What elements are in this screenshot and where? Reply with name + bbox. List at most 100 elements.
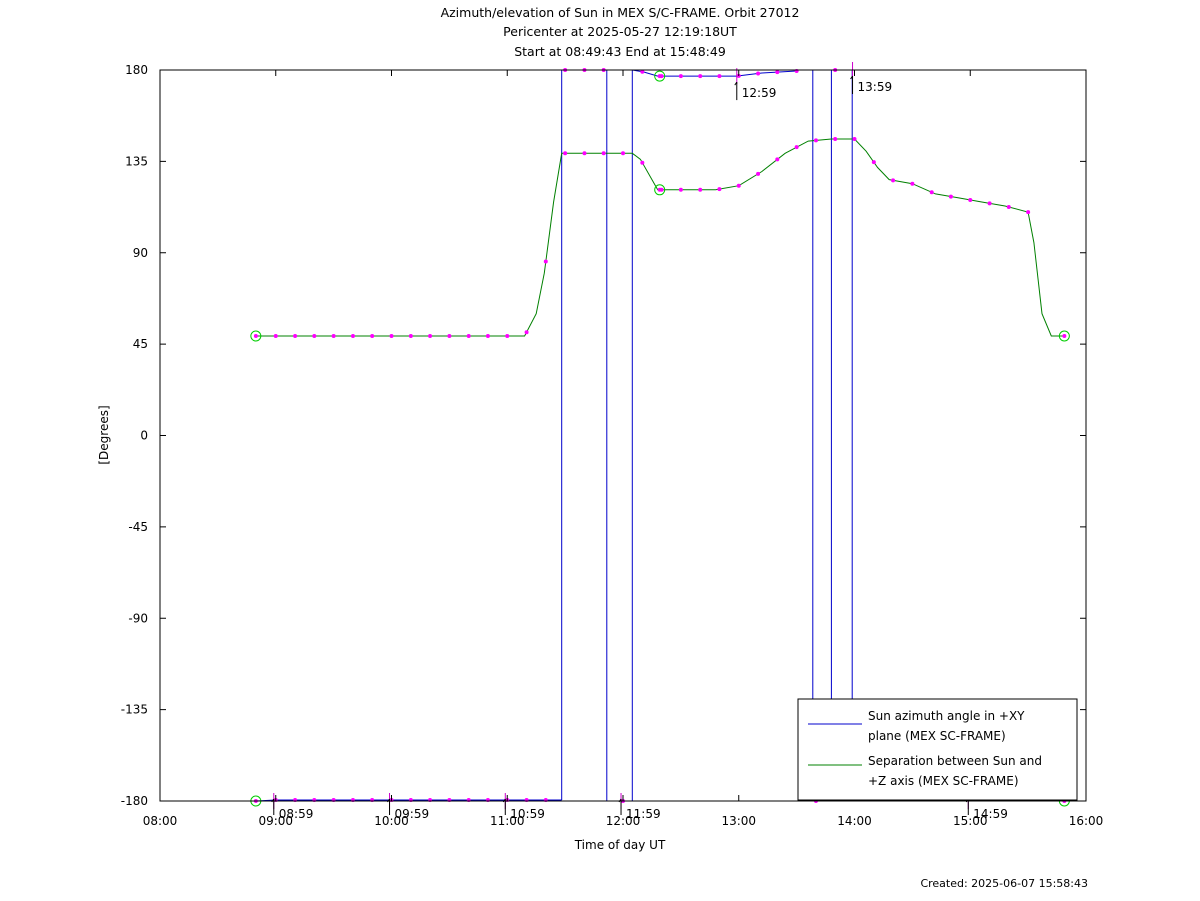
x-tick-label: 16:00 <box>1069 814 1104 828</box>
legend-label-azimuth-2: plane (MEX SC-FRAME) <box>868 729 1006 743</box>
separation-sample-marker <box>621 151 625 156</box>
separation-sample-marker <box>466 334 471 339</box>
separation-sample-marker <box>698 187 703 192</box>
legend: Sun azimuth angle in +XY plane (MEX SC-F… <box>797 698 1078 801</box>
y-tick-label: -180 <box>121 794 148 808</box>
legend-box <box>797 698 1078 801</box>
separation-sample-marker <box>813 138 818 143</box>
title-line-1: Azimuth/elevation of Sun in MEX S/C-FRAM… <box>441 5 800 20</box>
event-center-dot <box>253 334 258 339</box>
hour-annotation-label: 13:59 <box>858 80 893 94</box>
title-line-3: Start at 08:49:43 End at 15:48:49 <box>514 44 726 59</box>
hour-annotation-label: 10:59 <box>510 807 545 821</box>
separation-sample-marker <box>736 183 741 188</box>
event-center-dot <box>1062 334 1067 339</box>
marker-layer <box>250 62 1070 809</box>
x-tick-label: 10:00 <box>374 814 409 828</box>
separation-sample-marker <box>1006 205 1011 210</box>
y-tick-label: -90 <box>128 611 148 625</box>
y-tick-label: -45 <box>128 520 148 534</box>
x-tick-label: 13:00 <box>721 814 756 828</box>
separation-sample-marker <box>543 259 548 264</box>
series-layer <box>255 69 1063 802</box>
annotation-layer: 08:59 09:59 10:59 11:59 12:59 13:59 14:59 <box>271 75 1008 821</box>
separation-sample-marker <box>852 137 857 142</box>
event-circle-marker <box>250 330 262 342</box>
separation-sample-marker <box>312 334 317 339</box>
event-circle-marker <box>654 70 666 82</box>
separation-sample-marker <box>389 334 394 339</box>
chart-title: Azimuth/elevation of Sun in MEX S/C-FRAM… <box>441 5 800 59</box>
event-center-dot <box>657 74 662 79</box>
separation-sample-marker <box>524 330 529 335</box>
separation-sample-marker <box>293 334 298 339</box>
y-tick-label: 135 <box>125 154 148 168</box>
legend-label-separation-2: +Z axis (MEX SC-FRAME) <box>868 774 1019 788</box>
axis-layer: 08:00 09:00 10:00 11:00 12:00 13:00 14:00 15:00… <box>121 63 1104 828</box>
separation-sample-marker <box>582 151 587 156</box>
x-tick-label: 15:00 <box>953 814 988 828</box>
separation-sample-marker <box>408 334 413 339</box>
separation-sample-marker <box>756 171 761 176</box>
separation-sample-marker <box>428 334 433 339</box>
legend-label-azimuth-1: Sun azimuth angle in +XY <box>868 709 1025 723</box>
separation-sample-marker <box>794 145 799 150</box>
separation-sample-marker <box>273 334 278 339</box>
separation-sample-marker <box>678 187 683 192</box>
y-tick-label: -135 <box>121 703 148 717</box>
title-line-2: Pericenter at 2025-05-27 12:19:18UT <box>503 24 737 39</box>
separation-sample-marker <box>948 194 953 199</box>
azimuth-sample-marker <box>640 69 645 74</box>
separation-sample-marker <box>350 334 355 339</box>
y-axis-label: [Degrees] <box>97 405 111 464</box>
hour-annotation-label: 14:59 <box>973 807 1008 821</box>
separation-sample-marker <box>1026 210 1031 215</box>
x-tick-label: 09:00 <box>258 814 293 828</box>
event-circle-marker <box>1058 330 1070 342</box>
x-tick-label: 11:00 <box>490 814 525 828</box>
annotation-arrowhead <box>850 75 853 80</box>
plot-frame <box>159 69 1087 802</box>
azimuth-series-line <box>632 69 797 77</box>
azimuth-sample-marker <box>775 70 780 75</box>
separation-sample-marker <box>717 187 722 192</box>
azimuth-sample-marker <box>717 74 722 79</box>
y-tick-label: 0 <box>140 429 148 443</box>
hour-annotation-label: 08:59 <box>279 807 314 821</box>
hour-annotation-label: 12:59 <box>742 86 777 100</box>
legend-label-separation-1: Separation between Sun and <box>868 754 1042 768</box>
separation-sample-marker <box>833 137 838 142</box>
x-tick-label: 08:00 <box>143 814 178 828</box>
separation-sample-marker <box>563 151 568 156</box>
separation-sample-marker <box>987 201 992 206</box>
x-axis-label: Time of day UT <box>574 838 666 852</box>
azimuth-sample-marker <box>756 71 761 76</box>
created-timestamp: Created: 2025-06-07 15:58:43 <box>920 877 1088 890</box>
separation-series-line <box>255 138 1063 337</box>
x-tick-label: 12:00 <box>606 814 641 828</box>
azimuth-sample-marker <box>698 74 703 79</box>
separation-sample-marker <box>601 151 606 156</box>
separation-sample-marker <box>929 190 934 195</box>
hour-annotation-label: 09:59 <box>395 807 430 821</box>
separation-sample-marker <box>891 178 896 183</box>
azimuth-series-line <box>255 799 562 802</box>
separation-sample-marker <box>370 334 375 339</box>
separation-sample-marker <box>871 160 876 165</box>
separation-sample-marker <box>447 334 452 339</box>
separation-sample-marker <box>640 160 645 165</box>
y-tick-label: 45 <box>133 337 148 351</box>
event-circle-marker <box>654 184 666 196</box>
y-tick-label: 90 <box>133 246 148 260</box>
separation-sample-marker <box>331 334 336 339</box>
annotation-arrowhead <box>734 81 738 86</box>
separation-sample-marker <box>485 334 490 339</box>
y-tick-label: 180 <box>125 63 148 77</box>
separation-sample-marker <box>968 197 973 202</box>
azimuth-sample-marker <box>678 74 683 79</box>
separation-sample-marker <box>775 157 780 162</box>
separation-sample-marker <box>505 334 510 339</box>
hour-annotation-label: 11:59 <box>626 807 661 821</box>
x-tick-label: 14:00 <box>837 814 872 828</box>
